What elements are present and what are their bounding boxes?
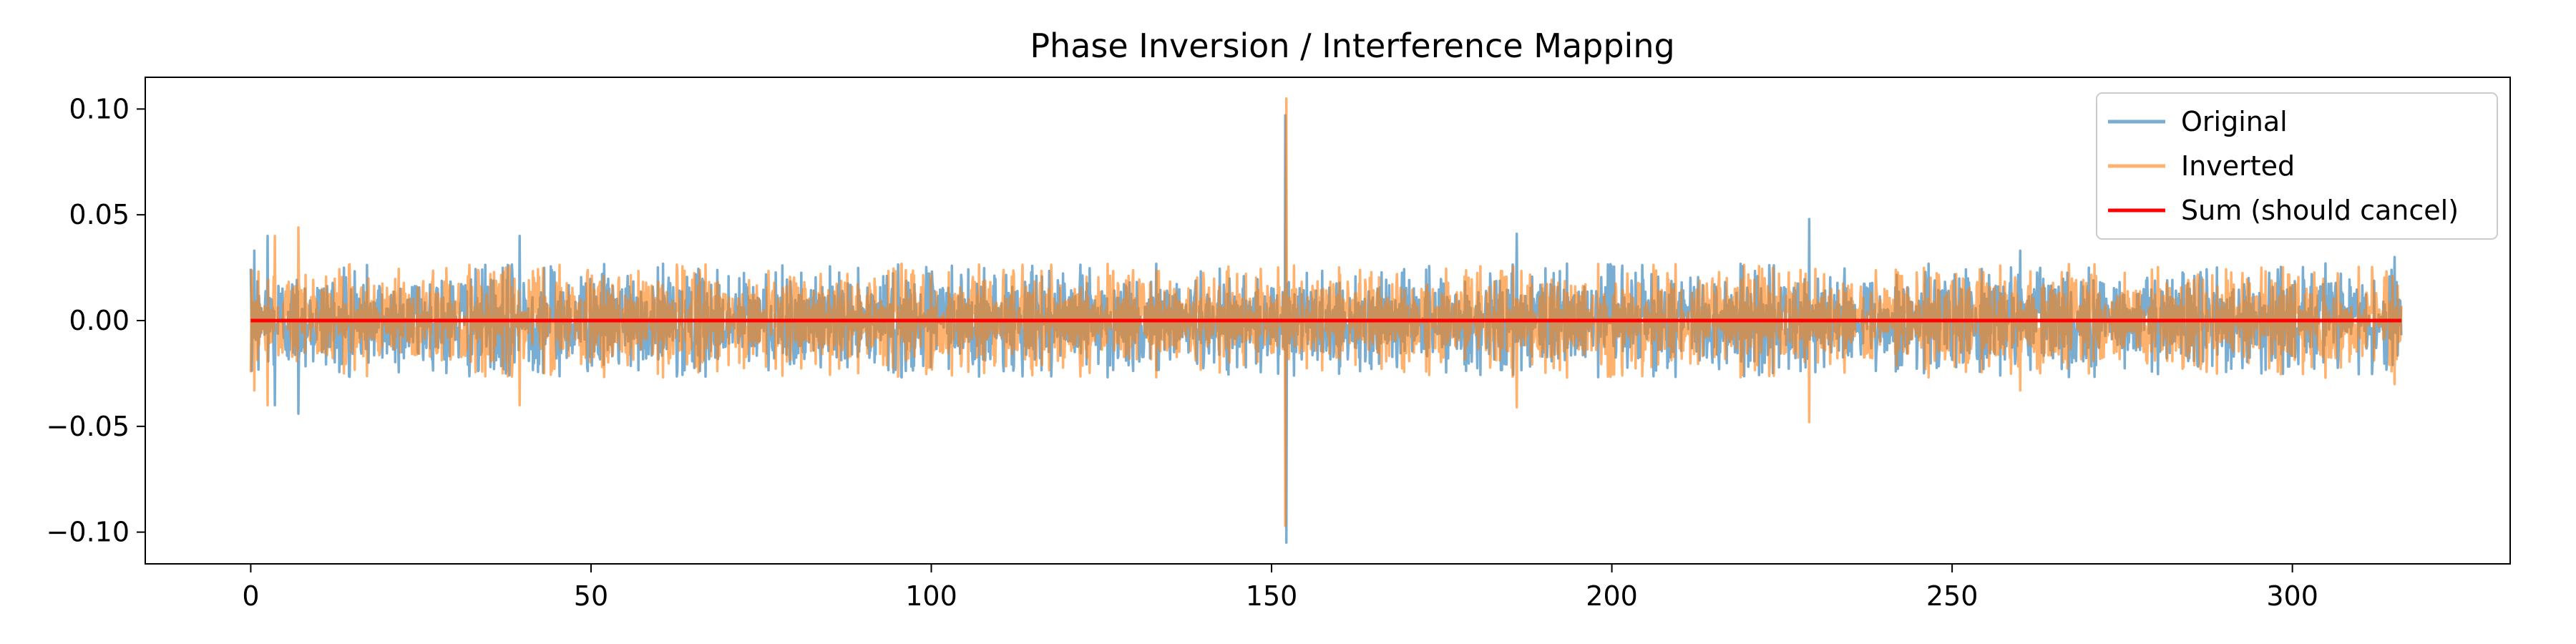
- x-tick-label: 100: [905, 580, 957, 612]
- legend: Original Inverted Sum (should cancel): [2096, 92, 2498, 240]
- chart-title: Phase Inversion / Interference Mapping: [1030, 26, 1674, 65]
- legend-box: [2096, 92, 2498, 240]
- legend-label: Original: [2181, 106, 2288, 137]
- plot-content: [249, 97, 2403, 545]
- y-tick-label: −0.05: [47, 411, 130, 442]
- x-tick-label: 250: [1926, 580, 1979, 612]
- y-tick-label: −0.10: [47, 517, 130, 548]
- y-tick-label: 0.00: [69, 305, 130, 336]
- x-tick-label: 50: [574, 580, 608, 612]
- axes: 0 50 100 150 200 250 300 −0.10 −0.05 0.00 0.05 0.10: [47, 77, 2511, 612]
- x-tick-label: 0: [242, 580, 259, 612]
- x-tick-label: 300: [2266, 580, 2318, 612]
- y-tick-label: 0.10: [69, 93, 130, 125]
- legend-label: Sum (should cancel): [2181, 195, 2459, 226]
- x-tick-label: 150: [1246, 580, 1298, 612]
- x-tick-label: 200: [1586, 580, 1638, 612]
- plot-area: [249, 97, 2403, 545]
- legend-label: Inverted: [2181, 150, 2295, 182]
- y-tick-label: 0.05: [69, 199, 130, 230]
- series-inverted-line: [249, 97, 2403, 527]
